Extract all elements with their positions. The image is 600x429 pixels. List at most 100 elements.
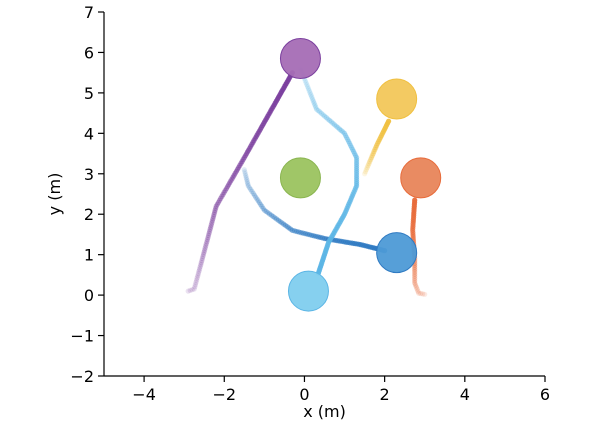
trajectory-point bbox=[343, 134, 350, 140]
x-tick-label: 6 bbox=[540, 385, 550, 404]
trajectory-point bbox=[195, 270, 201, 277]
trajectory-point bbox=[253, 194, 259, 200]
trajectory-point bbox=[304, 82, 310, 88]
trajectory-point bbox=[205, 234, 211, 241]
trajectory-point bbox=[414, 286, 420, 292]
trajectory-point bbox=[210, 216, 216, 222]
trajectory-point bbox=[205, 232, 212, 238]
trajectory-point bbox=[313, 104, 319, 110]
trajectory-point bbox=[185, 288, 191, 294]
trajectory-point bbox=[212, 209, 218, 215]
agent-marker bbox=[287, 270, 329, 312]
trajectory-point bbox=[362, 169, 369, 175]
y-tick-label: 5 bbox=[84, 84, 94, 103]
trajectory-point bbox=[362, 171, 368, 177]
trajectory-point bbox=[365, 163, 371, 169]
trajectory-point bbox=[275, 217, 281, 223]
trajectory-point bbox=[265, 210, 271, 216]
trajectory-point bbox=[193, 279, 199, 285]
trajectory-point bbox=[208, 224, 214, 230]
trajectory-point bbox=[189, 287, 195, 293]
trajectory-point bbox=[245, 181, 251, 187]
trajectory-point bbox=[345, 136, 351, 142]
x-axis-title: x (m) bbox=[303, 402, 346, 421]
trajectory-point bbox=[363, 167, 369, 173]
trajectory-point bbox=[370, 151, 376, 157]
trajectory-point bbox=[214, 201, 220, 207]
trajectory-point bbox=[259, 203, 265, 209]
trajectory-point bbox=[206, 230, 212, 236]
trajectory-point bbox=[367, 159, 373, 165]
trajectory-point bbox=[306, 88, 312, 94]
trajectory-point bbox=[195, 273, 201, 279]
trajectory-point bbox=[327, 117, 333, 124]
trajectory-point bbox=[194, 277, 200, 283]
trajectory-point bbox=[307, 90, 313, 96]
trajectory-point bbox=[192, 282, 198, 288]
y-tick-label: −2 bbox=[70, 367, 94, 386]
trajectory-point bbox=[386, 118, 392, 124]
trajectory-point bbox=[325, 116, 331, 122]
trajectory-point bbox=[270, 213, 276, 220]
trajectory-point bbox=[412, 276, 418, 282]
agent-marker bbox=[279, 157, 321, 199]
trajectory-point bbox=[412, 269, 418, 275]
trajectory-point bbox=[197, 264, 203, 270]
trajectory-point bbox=[412, 280, 418, 286]
y-tick-label: 7 bbox=[84, 3, 94, 22]
trajectory-point bbox=[213, 205, 219, 211]
trajectory-point bbox=[197, 266, 203, 272]
trajectory-point bbox=[368, 157, 374, 163]
trajectory-point bbox=[312, 102, 318, 108]
x-tick-label: 4 bbox=[460, 385, 470, 404]
trajectory-point bbox=[268, 212, 274, 218]
trajectory-point bbox=[323, 115, 329, 121]
trajectory-point bbox=[413, 284, 419, 290]
trajectory-point bbox=[204, 237, 210, 243]
trajectory-point bbox=[309, 94, 315, 100]
trajectory-point bbox=[198, 262, 204, 268]
trajectory-point bbox=[244, 177, 250, 183]
trajectory-point bbox=[335, 125, 341, 131]
trajectory-point bbox=[200, 251, 207, 257]
trajectory-point bbox=[308, 92, 314, 98]
trajectory-point bbox=[369, 153, 375, 159]
agent-marker bbox=[279, 38, 321, 80]
trajectory-point bbox=[322, 113, 328, 119]
trajectory-point bbox=[277, 219, 283, 225]
trajectory-point bbox=[305, 86, 312, 92]
trajectory-point bbox=[250, 190, 256, 196]
y-tick-label: 6 bbox=[84, 43, 94, 62]
trajectory-point bbox=[207, 228, 213, 234]
trajectory-point bbox=[315, 107, 321, 114]
trajectory-point bbox=[310, 98, 316, 104]
x-tick-label: −2 bbox=[212, 385, 236, 404]
trajectory-point bbox=[245, 183, 251, 189]
agent-marker bbox=[400, 157, 442, 199]
trajectory-layer bbox=[185, 66, 428, 297]
trajectory-point bbox=[203, 241, 209, 247]
trajectory-point bbox=[256, 200, 262, 206]
trajectory-point bbox=[191, 286, 197, 292]
trajectory-point bbox=[204, 239, 210, 245]
trajectory-point bbox=[328, 119, 334, 125]
trajectory-point bbox=[248, 187, 254, 193]
trajectory-point bbox=[207, 226, 213, 232]
trajectory-point bbox=[412, 271, 418, 277]
trajectory-point bbox=[366, 161, 372, 167]
trajectory-point bbox=[412, 278, 418, 284]
trajectory-point bbox=[364, 165, 370, 171]
x-tick-label: 2 bbox=[380, 385, 390, 404]
y-axis-title: y (m) bbox=[45, 173, 64, 216]
trajectory-point bbox=[267, 211, 273, 217]
trajectory-point bbox=[194, 275, 200, 281]
trajectory-point bbox=[249, 188, 255, 195]
trajectory-point bbox=[305, 84, 311, 90]
trajectory-point bbox=[317, 109, 323, 115]
trajectory-point bbox=[341, 130, 348, 136]
y-axis-ticks: −2 −1 0 1 2 3 4 5 6 7 bbox=[70, 3, 104, 386]
trajectory-point bbox=[349, 144, 355, 151]
trajectory-point bbox=[318, 110, 324, 116]
agent-marker-layer bbox=[279, 38, 442, 312]
